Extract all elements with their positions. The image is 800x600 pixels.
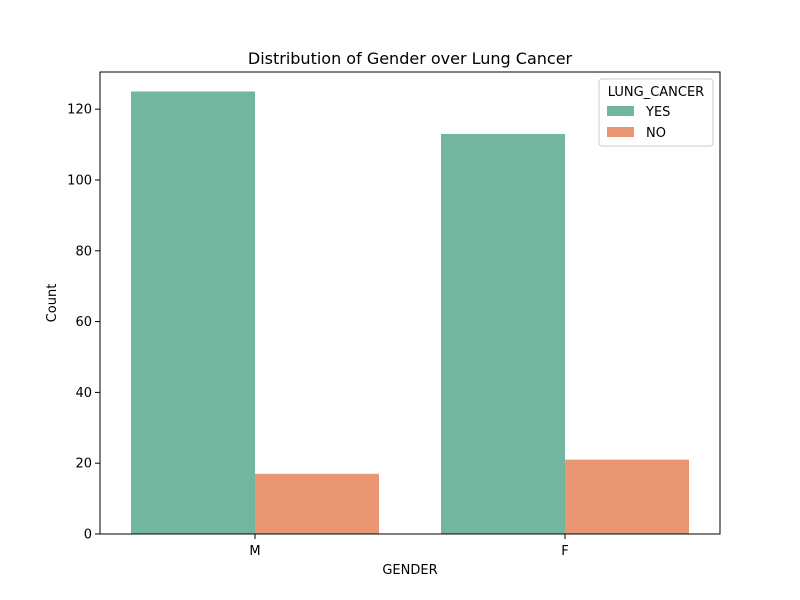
x-tick-label: F xyxy=(561,544,568,559)
bars xyxy=(131,91,689,535)
y-axis-ticks: 0 20 40 60 80 100 120 xyxy=(67,103,100,543)
bar-f-yes xyxy=(441,133,565,534)
plot-frame xyxy=(99,71,721,535)
x-tick-label: M xyxy=(249,544,260,559)
y-tick-label: 0 xyxy=(84,528,92,543)
y-tick-label: 20 xyxy=(75,457,92,472)
chart-title: Distribution of Gender over Lung Cancer xyxy=(248,49,573,68)
legend-title: LUNG_CANCER xyxy=(608,85,704,100)
legend-label-no: NO xyxy=(646,126,666,141)
legend: LUNG_CANCER YES NO xyxy=(598,78,714,147)
bar-f-no xyxy=(565,459,689,534)
y-axis-label: Count xyxy=(45,284,60,323)
y-tick-label: 120 xyxy=(67,103,92,118)
y-tick-label: 60 xyxy=(75,315,92,330)
bar-m-no xyxy=(255,473,379,534)
x-axis-label: GENDER xyxy=(382,563,437,578)
legend-label-yes: YES xyxy=(645,105,670,120)
y-tick-label: 100 xyxy=(67,173,92,188)
legend-swatch-yes xyxy=(607,106,634,116)
y-tick-label: 80 xyxy=(75,244,92,259)
bar-m-yes xyxy=(131,91,255,535)
y-tick-label: 40 xyxy=(75,386,92,401)
legend-swatch-no xyxy=(607,127,634,137)
